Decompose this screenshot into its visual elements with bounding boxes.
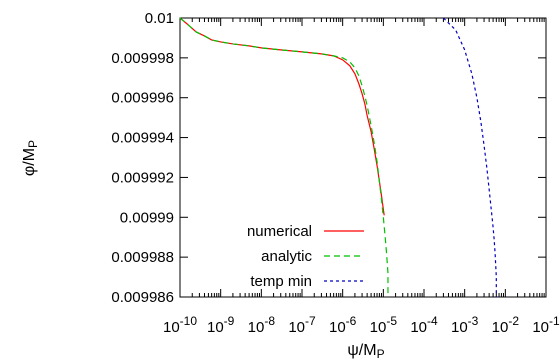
series-line-temp-min	[442, 17, 497, 297]
y-ticks	[180, 17, 546, 298]
series-lines	[179, 17, 497, 297]
series-line-numerical	[179, 17, 385, 216]
y-tick-label: 0.009998	[111, 50, 174, 67]
x-tick-label: 10-10	[163, 314, 197, 336]
y-tick-label: 0.009994	[111, 130, 174, 147]
y-tick-labels: 0.01 0.009998 0.009996 0.009994 0.009992 0.00…	[111, 10, 174, 306]
x-tick-label-exponent: -1	[549, 314, 560, 328]
x-tick-label-exponent: -2	[508, 314, 519, 328]
x-tick-label: 10-7	[288, 314, 316, 336]
x-tick-label: 10-5	[370, 314, 398, 336]
x-minor-ticks	[191, 18, 545, 297]
x-tick-label-exponent: -7	[305, 314, 316, 328]
x-tick-label-base: 10	[207, 319, 224, 336]
y-axis-label-main: φ/M	[21, 148, 38, 176]
x-axis-label-main: ψ/M	[347, 342, 376, 359]
x-tick-label-exponent: -10	[180, 314, 198, 328]
y-axis-label: φ/MP	[21, 140, 40, 176]
x-tick-label: 10-2	[492, 314, 520, 336]
x-major-ticks	[179, 18, 547, 297]
y-tick-label: 0.009996	[111, 90, 174, 107]
y-tick-label: 0.009988	[111, 249, 174, 266]
x-axis-label: ψ/MP	[347, 342, 384, 361]
x-tick-label-base: 10	[248, 319, 265, 336]
x-tick-label-base: 10	[163, 319, 180, 336]
legend-label: numerical	[247, 223, 312, 240]
legend-label: temp min	[250, 273, 312, 290]
x-tick-label-exponent: -5	[386, 314, 397, 328]
x-tick-label-base: 10	[288, 319, 305, 336]
plot-frame	[179, 17, 547, 298]
y-tick-label: 0.009986	[111, 289, 174, 306]
legend: numerical analytic temp min	[247, 223, 364, 290]
x-tick-label: 10-6	[329, 314, 357, 336]
x-tick-label-exponent: -4	[427, 314, 438, 328]
y-tick-label: 0.00999	[120, 209, 174, 226]
x-tick-label: 10-8	[248, 314, 276, 336]
legend-label: analytic	[261, 248, 312, 265]
x-tick-label-base: 10	[532, 319, 549, 336]
x-tick-label-base: 10	[410, 319, 427, 336]
x-axis-label-sub: P	[377, 347, 385, 361]
x-tick-label-base: 10	[451, 319, 468, 336]
series-line-analytic	[179, 17, 389, 297]
x-tick-label-exponent: -8	[264, 314, 275, 328]
x-tick-label-exponent: -9	[224, 314, 235, 328]
x-tick-label-exponent: -3	[468, 314, 479, 328]
x-tick-label: 10-1	[532, 314, 560, 336]
x-tick-label: 10-3	[451, 314, 479, 336]
x-tick-label-base: 10	[329, 319, 346, 336]
y-axis-label-sub: P	[26, 140, 40, 148]
x-tick-label: 10-4	[410, 314, 438, 336]
x-tick-labels: 10-10 10-9 10-8 10-7 10-6 10-5 10-4 10-3 10-2 10-…	[163, 314, 560, 336]
y-tick-label: 0.01	[145, 10, 174, 27]
x-tick-label-base: 10	[492, 319, 509, 336]
x-tick-label-base: 10	[370, 319, 387, 336]
y-tick-label: 0.009992	[111, 169, 174, 186]
x-tick-label: 10-9	[207, 314, 235, 336]
x-tick-label-exponent: -6	[346, 314, 357, 328]
